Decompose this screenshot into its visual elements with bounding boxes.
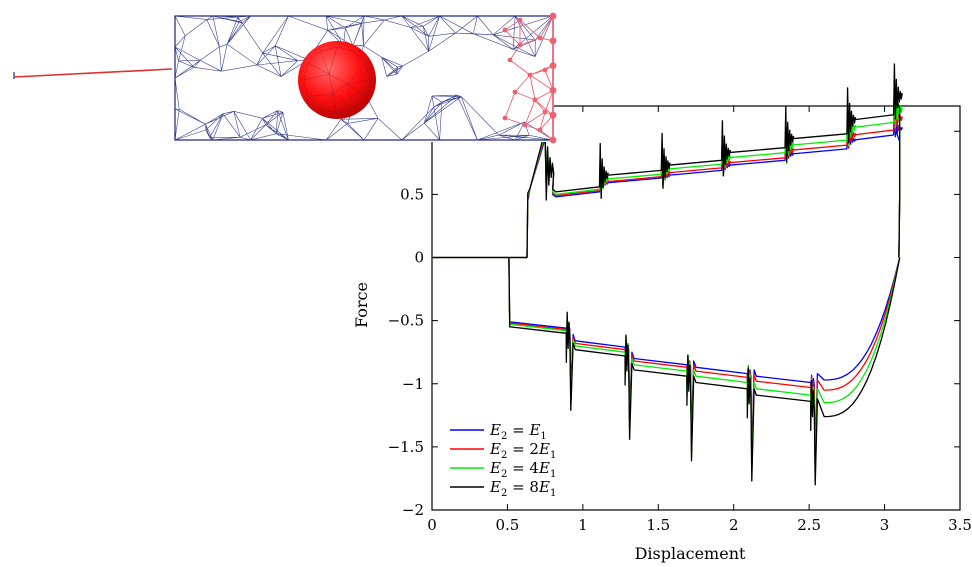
- x-tick-label: 0: [427, 516, 437, 534]
- legend-label-2: E2 = 2E1: [489, 440, 556, 461]
- boundary-node: [549, 87, 557, 94]
- series-layer: [432, 63, 903, 486]
- y-tick-label: −1: [402, 375, 424, 393]
- boundary-node: [542, 109, 548, 115]
- boundary-node: [527, 72, 533, 78]
- x-tick-label: 3: [880, 516, 890, 534]
- x-tick-label: 1.5: [646, 516, 670, 534]
- boundary-node: [537, 35, 543, 41]
- boundary-node: [507, 57, 513, 63]
- boundary-nodes: [502, 12, 557, 144]
- boundary-node: [549, 37, 557, 45]
- boundary-node: [537, 127, 543, 133]
- sphere-inclusion: [298, 41, 376, 119]
- boundary-node: [522, 122, 528, 128]
- y-tick-label: 0.5: [400, 185, 424, 203]
- mesh-inset: [13, 12, 557, 144]
- boundary-node: [532, 97, 538, 103]
- x-tick-label: 1: [578, 516, 588, 534]
- x-axis-label: Displacement: [635, 544, 746, 563]
- x-tick-label: 0.5: [495, 516, 519, 534]
- x-tick-label: 3.5: [948, 516, 972, 534]
- y-tick-label: −0.5: [388, 312, 424, 330]
- boundary-node: [517, 42, 523, 48]
- sphere-surface-mesh: [303, 46, 371, 114]
- x-tick-labels: 0 0.5 1 1.5 2 2.5 3 3.5: [427, 516, 972, 534]
- pull-cable: [13, 68, 173, 78]
- plot-area: 0 0.5 1 1.5 2 2.5 3 3.5 1 0.5 0 −0.5 −1 −1.5 −2 Displ…: [352, 63, 972, 563]
- legend-label-1: E2 = E1: [489, 421, 547, 442]
- y-tick-label: 0: [414, 249, 424, 267]
- sphere-mesh-edges: [303, 46, 371, 114]
- boundary-node: [517, 17, 523, 23]
- plot-frame: [431, 105, 961, 511]
- series-2: [432, 99, 903, 471]
- boundary-node: [549, 136, 557, 144]
- boundary-node: [549, 62, 557, 69]
- legend-box: [445, 418, 610, 502]
- x-tick-label: 2.5: [797, 516, 821, 534]
- boundary-node: [549, 111, 557, 119]
- boundary-node: [549, 12, 557, 20]
- legend-label-3: E2 = 4E1: [489, 459, 556, 480]
- boundary-node: [512, 89, 518, 95]
- y-tick-label: −2: [402, 501, 424, 519]
- series-4: [432, 63, 903, 486]
- boundary-node: [502, 27, 508, 33]
- y-axis-label: Force: [352, 282, 371, 328]
- series-line-upper-4: [432, 63, 903, 259]
- legend-label-4: E2 = 8E1: [489, 478, 556, 499]
- boundary-node: [542, 67, 548, 73]
- series-line-lower-4: [508, 257, 901, 486]
- x-tick-label: 2: [729, 516, 739, 534]
- boundary-node: [502, 115, 508, 121]
- y-tick-labels: 10.50−0.5−1−1.5−2: [388, 122, 424, 519]
- y-tick-label: −1.5: [388, 438, 424, 456]
